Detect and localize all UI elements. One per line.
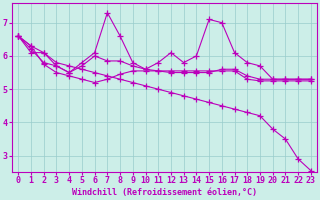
X-axis label: Windchill (Refroidissement éolien,°C): Windchill (Refroidissement éolien,°C) — [72, 188, 257, 197]
